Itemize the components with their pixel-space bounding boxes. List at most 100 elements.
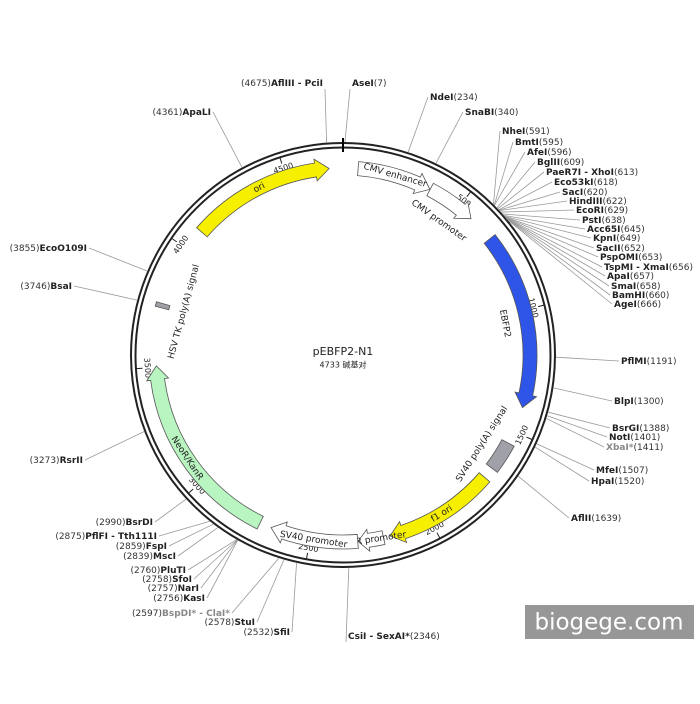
site-position: (1639): [591, 514, 621, 524]
site-position: (1520): [614, 477, 644, 487]
site-name: BsaI: [50, 282, 72, 292]
site-label: PaeR7I - XhoI(613): [546, 168, 638, 178]
site-position: (4675): [241, 79, 271, 89]
site-position: (2760): [130, 566, 160, 576]
site-name: MfeI: [596, 466, 618, 476]
feature-label: EBFP2: [497, 309, 512, 339]
site-label: (4361)ApaLI: [152, 108, 211, 118]
feature: [155, 302, 170, 310]
site-name: RsrII: [60, 456, 83, 466]
site-label: (2757)NarI: [148, 584, 199, 594]
site-label: NdeI(234): [430, 93, 478, 103]
site-name: EcoRI: [576, 206, 604, 216]
plasmid-name: pEBFP2-N1: [313, 345, 374, 358]
site-position: (1507): [618, 466, 648, 476]
site-label: (2578)StuI: [205, 618, 255, 628]
site-leader: [548, 412, 610, 428]
site-position: (2839): [123, 552, 153, 562]
ring-tick: [189, 489, 193, 493]
site-position: (2990): [96, 518, 126, 528]
site-name: Eco53kI: [554, 178, 594, 188]
site-label: SnaBI(340): [465, 108, 518, 118]
site-name: NotI: [609, 433, 630, 443]
site-position: (340): [494, 108, 518, 118]
site-label: KpnI(649): [593, 234, 640, 244]
site-position: (618): [594, 178, 618, 188]
site-leader: [494, 142, 513, 205]
site-label: MfeI(1507): [596, 466, 648, 476]
site-position: (649): [616, 234, 640, 244]
site-name: HpaI: [591, 477, 614, 487]
site-leader: [436, 112, 463, 163]
site-position: (596): [547, 148, 571, 158]
ring-tick: [526, 437, 531, 439]
site-label: PspOMI(653): [600, 253, 662, 263]
site-position: (2578): [205, 618, 235, 628]
site-leader: [345, 89, 350, 142]
site-name: CsiI - SexAI*: [348, 632, 410, 642]
site-leader: [500, 201, 567, 211]
site-name: KpnI: [593, 234, 616, 244]
site-position: (2758): [142, 575, 172, 585]
site-label: (2758)SfoI: [142, 575, 192, 585]
site-label: (2839)MscI: [123, 552, 176, 562]
site-leader: [85, 432, 144, 460]
site-label: (2875)PflFI - Tth111I: [55, 532, 157, 542]
ring-tick: [538, 305, 544, 306]
site-name: AseI: [352, 79, 374, 89]
ring-tick-label: 4000: [172, 234, 191, 256]
site-leader: [159, 521, 210, 536]
site-leader: [194, 540, 237, 579]
site-name: SfoI: [172, 575, 192, 585]
site-name: NdeI: [430, 93, 453, 103]
feature: [486, 440, 514, 473]
site-label: (2756)KasI: [153, 594, 205, 604]
site-position: (1300): [634, 397, 664, 407]
site-leader: [232, 558, 279, 613]
site-name: EcoO109I: [40, 244, 87, 254]
site-name: AflII: [571, 514, 591, 524]
site-label: (4675)AflIII - PciI: [241, 79, 323, 89]
site-leader: [501, 210, 574, 212]
site-leader: [493, 131, 500, 204]
site-label: (2760)PluTI: [130, 566, 186, 576]
site-label: ApaI(657): [607, 272, 654, 282]
site-position: (1401): [630, 433, 660, 443]
site-label: AseI(7): [352, 79, 387, 89]
site-leader: [292, 563, 297, 632]
site-leader: [494, 152, 525, 205]
site-leader: [325, 89, 327, 143]
site-position: (3746): [20, 282, 50, 292]
plasmid-length: 4733 碱基对: [320, 360, 367, 370]
site-name: ApaI: [607, 272, 630, 282]
site-position: (2875): [55, 532, 85, 542]
feature-label: HSV TK poly(A) signal: [167, 263, 202, 360]
site-name: FspI: [146, 542, 167, 552]
site-label: XbaI*(1411): [606, 443, 663, 453]
site-leader: [257, 560, 284, 622]
ring-tick: [467, 192, 471, 197]
site-leader: [74, 286, 137, 300]
site-label: (2532)SfiI: [244, 628, 290, 638]
site-name: BmtI: [515, 138, 539, 148]
site-name: AgeI: [614, 300, 637, 310]
ring-tick: [280, 158, 282, 164]
site-position: (591): [525, 127, 549, 137]
site-name: PluTI: [160, 566, 186, 576]
site-name: PflFI - Tth111I: [85, 532, 157, 542]
site-position: (657): [630, 272, 654, 282]
site-position: (656): [669, 263, 693, 273]
site-position: (2859): [116, 542, 146, 552]
site-position: (595): [539, 138, 563, 148]
site-name: BsrDI: [126, 518, 153, 528]
site-position: (2757): [148, 584, 178, 594]
site-position: (2532): [244, 628, 274, 638]
site-name: ApaLI: [182, 108, 211, 118]
site-name: KasI: [183, 594, 205, 604]
site-name: AflIII - PciI: [271, 79, 323, 89]
site-position: (1411): [634, 443, 664, 453]
watermark: biogege.com: [535, 610, 684, 636]
site-name: BglII: [537, 158, 560, 168]
site-label: CsiI - SexAI*(2346): [348, 632, 440, 642]
